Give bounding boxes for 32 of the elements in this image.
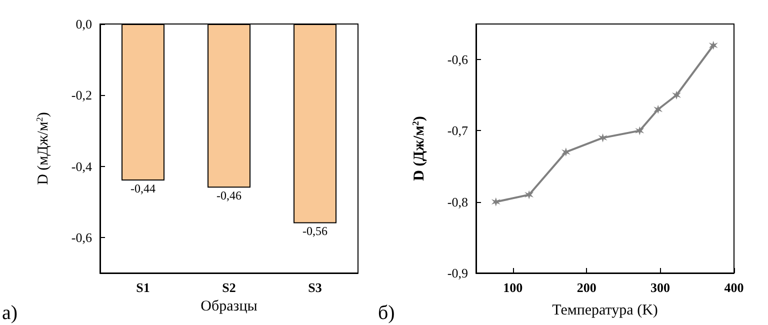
point	[598, 133, 608, 142]
x-tick-label: S3	[308, 280, 322, 295]
x-tick-label: S2	[222, 280, 236, 295]
y-tick-label: -0,2	[71, 88, 92, 103]
text: б)	[378, 302, 395, 324]
y-axis-title: D (мДж/м2)	[34, 112, 52, 185]
point	[524, 190, 534, 200]
x-tick-label: S1	[136, 280, 150, 295]
y-tick-label: 0,0	[76, 16, 92, 32]
point	[654, 104, 663, 114]
y-tick-label: -0,7	[447, 123, 468, 138]
y-axis-title: D (Дж/м2)	[410, 116, 428, 181]
point	[672, 90, 682, 100]
point	[635, 126, 644, 136]
y-tick-label: -0,6	[447, 52, 468, 68]
y-tick-label: -0,6	[71, 230, 92, 245]
text: а)	[2, 302, 18, 324]
x-tick-label: 100	[503, 280, 523, 295]
data-label: -0,56	[302, 224, 328, 238]
data-label: -0,44	[130, 182, 156, 196]
x-axis-title: Образцы	[200, 298, 258, 314]
y-tick-label: -0,9	[447, 266, 468, 280]
data-label: -0,46	[216, 188, 242, 203]
y-tick-label: -0,4	[71, 158, 92, 174]
x-tick-label: 200	[576, 280, 596, 295]
x-tick-label: 300	[650, 280, 670, 295]
point	[561, 148, 570, 157]
x-tick-label: 400	[724, 280, 744, 295]
point	[708, 40, 718, 50]
point	[491, 197, 500, 206]
y-tick-label: -0,8	[447, 194, 468, 210]
x-axis-title: Температура (K)	[552, 302, 658, 318]
